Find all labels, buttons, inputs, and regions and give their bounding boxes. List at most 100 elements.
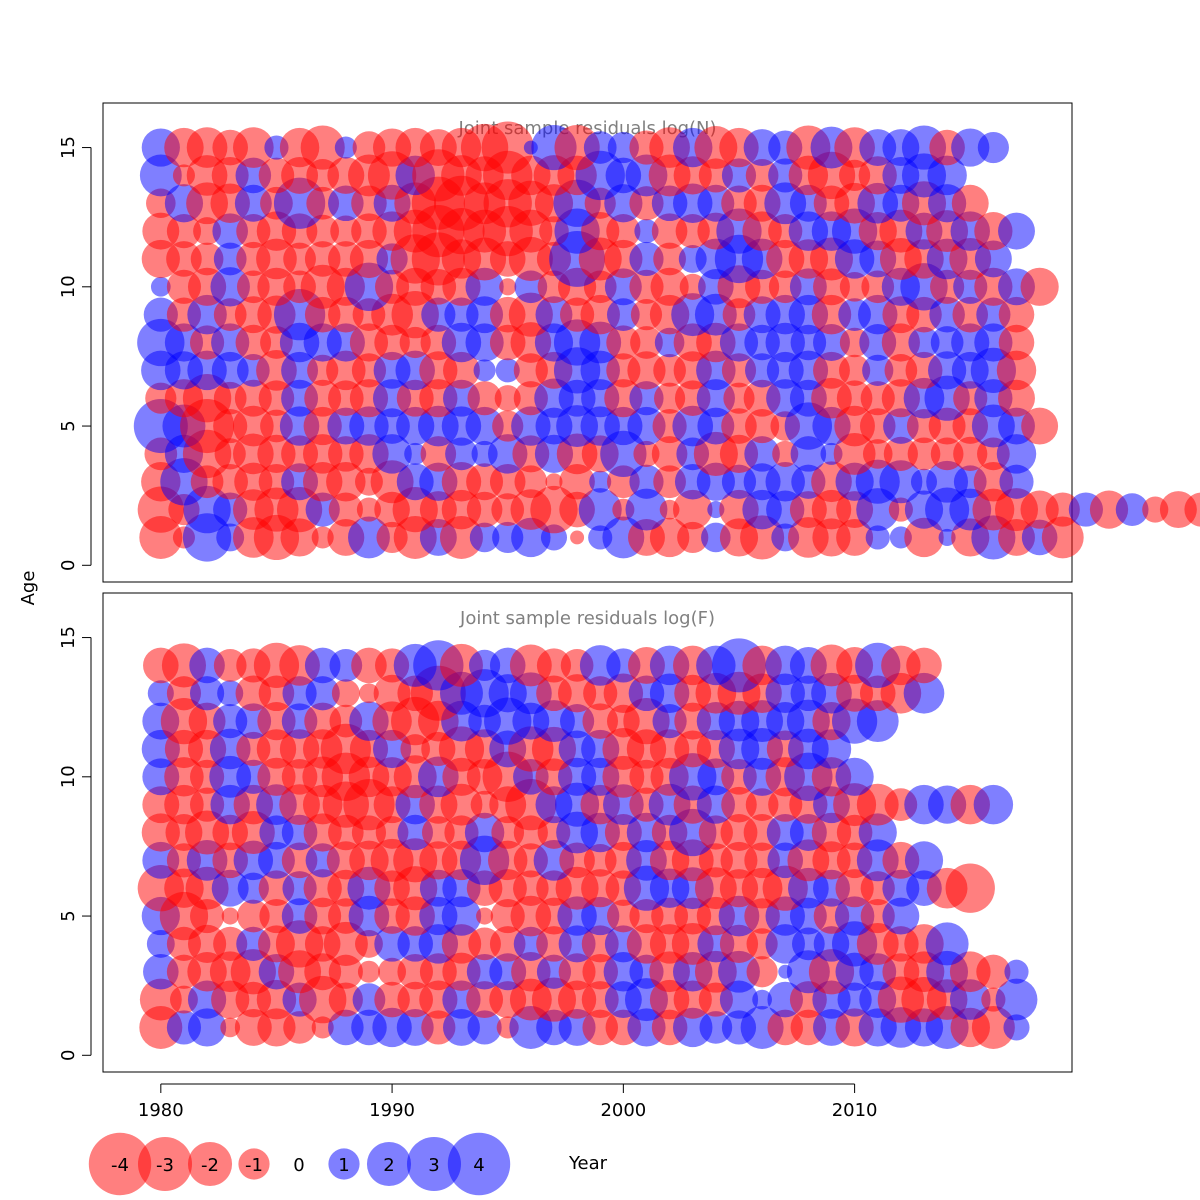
- bubble-age-4-year-1993: [445, 437, 478, 471]
- bubble-age-4-year-2017: [996, 434, 1037, 474]
- bubble-age-4-year-1992: [420, 436, 457, 472]
- bubble-age-7-year-1994: [473, 359, 496, 382]
- bubble-age-13-year-1984: [234, 184, 272, 222]
- bubble-age-1-year-2002: [649, 517, 690, 558]
- bubble-age-2-year-2021: [1089, 490, 1129, 529]
- bubble-age-2-year-2003: [672, 489, 713, 530]
- bubble-age-11-year-2001: [629, 241, 664, 277]
- bubble-age-12-year-2000: [606, 214, 641, 249]
- bubble-age-12-year-1987: [304, 702, 342, 740]
- bubble-age-15-year-1999: [583, 131, 617, 164]
- legend-item: -2: [187, 1141, 233, 1187]
- bubble-age-4-year-2011: [862, 439, 893, 469]
- bubble-age-6-year-1982: [182, 374, 232, 423]
- bubble-age-6-year-1994: [467, 381, 502, 416]
- bubble-age-1-year-2003: [677, 521, 709, 554]
- bubble-age-13-year-1987: [305, 676, 340, 711]
- y-axis-label: Age: [18, 571, 39, 606]
- bubble-age-15-year-1984: [232, 127, 274, 168]
- bubble-age-10-year-2002: [650, 267, 689, 306]
- y-tick-label: 15: [58, 626, 79, 649]
- bubble-age-10-year-2003: [679, 273, 706, 300]
- bubble-age-10-year-1983: [210, 267, 250, 307]
- bubble-age-4-year-1993: [441, 924, 482, 964]
- bubble-age-15-year-1995: [481, 121, 534, 174]
- bubble-age-1-year-1994: [467, 1010, 502, 1045]
- legend-bubble: [328, 1148, 360, 1180]
- bubble-age-12-year-2017: [998, 212, 1035, 250]
- bubble-age-1-year-2013: [904, 517, 944, 558]
- bubble-age-14-year-1986: [281, 156, 319, 194]
- bubble-age-4-year-1990: [372, 434, 412, 474]
- bubble-age-7-year-2017: [996, 350, 1037, 391]
- y-tick-label: 10: [58, 275, 79, 298]
- legend-bubble: [238, 1148, 270, 1180]
- bubble-age-11-year-1985: [256, 238, 297, 280]
- bubble-age-8-year-2013: [908, 326, 940, 359]
- bubble-age-13-year-1986: [273, 177, 326, 229]
- bubble-age-13-year-1980: [147, 680, 174, 707]
- bubble-age-1-year-1985: [257, 1008, 296, 1047]
- bubble-age-7-year-1983: [211, 351, 249, 389]
- legend-item: 2: [366, 1141, 412, 1187]
- bubble-age-9-year-1993: [440, 783, 483, 826]
- legend-label: 2: [383, 1155, 394, 1176]
- bubble-age-5-year-1993: [441, 896, 482, 936]
- bubble-age-3-year-2016: [976, 954, 1011, 989]
- bubble-age-1-year-1982: [187, 1008, 227, 1047]
- bubble-age-13-year-1989: [359, 683, 379, 704]
- bubble-age-2-year-1989: [356, 497, 382, 522]
- bubble-age-12-year-1999: [582, 703, 619, 739]
- bubble-age-4-year-2015: [953, 436, 988, 471]
- legend-label: -1: [245, 1155, 263, 1176]
- bubble-age-3-year-2005: [718, 950, 760, 993]
- y-tick-label: 5: [58, 420, 79, 431]
- bubble-age-3-year-2001: [629, 464, 664, 499]
- bubble-age-5-year-2012: [882, 897, 920, 935]
- legend-bubble: [366, 1141, 412, 1187]
- bubble-age-6-year-1983: [211, 869, 249, 907]
- bubble-age-8-year-2001: [630, 326, 663, 359]
- bubble-age-13-year-1982: [189, 676, 225, 711]
- legend-label: 3: [428, 1155, 439, 1176]
- bubble-age-15-year-2016: [977, 131, 1009, 164]
- bubble-age-13-year-2013: [903, 672, 945, 714]
- legend-label: 1: [338, 1155, 349, 1176]
- bubble-age-14-year-1993: [439, 643, 483, 687]
- bubble-age-3-year-1997: [545, 473, 563, 491]
- bubble-age-10-year-2006: [745, 269, 780, 304]
- bubble-age-9-year-2004: [694, 293, 737, 336]
- bubble-age-8-year-2017: [998, 324, 1035, 361]
- chart-panels: Joint sample residuals log(N)051015Joint…: [58, 102, 1200, 1121]
- bubble-age-2-year-1994: [466, 491, 503, 528]
- bubble-age-6-year-2017: [998, 379, 1035, 417]
- bubble-age-1-year-1994: [469, 522, 500, 553]
- legend-bubble: [88, 1132, 152, 1196]
- y-tick-label: 0: [58, 560, 79, 571]
- bubble-age-5-year-1994: [476, 907, 494, 925]
- x-tick-label: 2000: [600, 1100, 646, 1121]
- bubble-age-2-year-2001: [625, 488, 668, 531]
- bubble-age-1-year-1983: [220, 1017, 241, 1038]
- bubble-age-1-year-2019: [1041, 516, 1084, 559]
- bubble-age-12-year-2001: [634, 219, 659, 244]
- bubble-age-3-year-2017: [1004, 959, 1029, 984]
- bubble-age-1-year-2011: [865, 525, 890, 550]
- bubble-age-4-year-1991: [404, 442, 427, 465]
- bubble-age-8-year-2000: [606, 325, 641, 360]
- bubble-age-4-year-2001: [633, 440, 660, 467]
- bubble-age-6-year-2001: [629, 381, 664, 416]
- bubble-age-11-year-1989: [349, 239, 389, 279]
- bubble-age-4-year-2013: [907, 437, 941, 471]
- panel-title: Joint sample residuals log(F): [459, 608, 715, 629]
- bubble-age-2-year-1988: [328, 982, 363, 1017]
- bubbles: [137, 638, 1038, 1049]
- bubble-age-9-year-2000: [606, 298, 640, 332]
- bubble-age-15-year-1987: [300, 125, 345, 170]
- bubble-age-15-year-1988: [334, 136, 357, 159]
- legend-bubble: [406, 1136, 462, 1192]
- bubble-age-5-year-1994: [465, 406, 504, 446]
- bubble-age-2-year-2006: [752, 989, 772, 1010]
- bubble-age-6-year-2015: [945, 863, 995, 913]
